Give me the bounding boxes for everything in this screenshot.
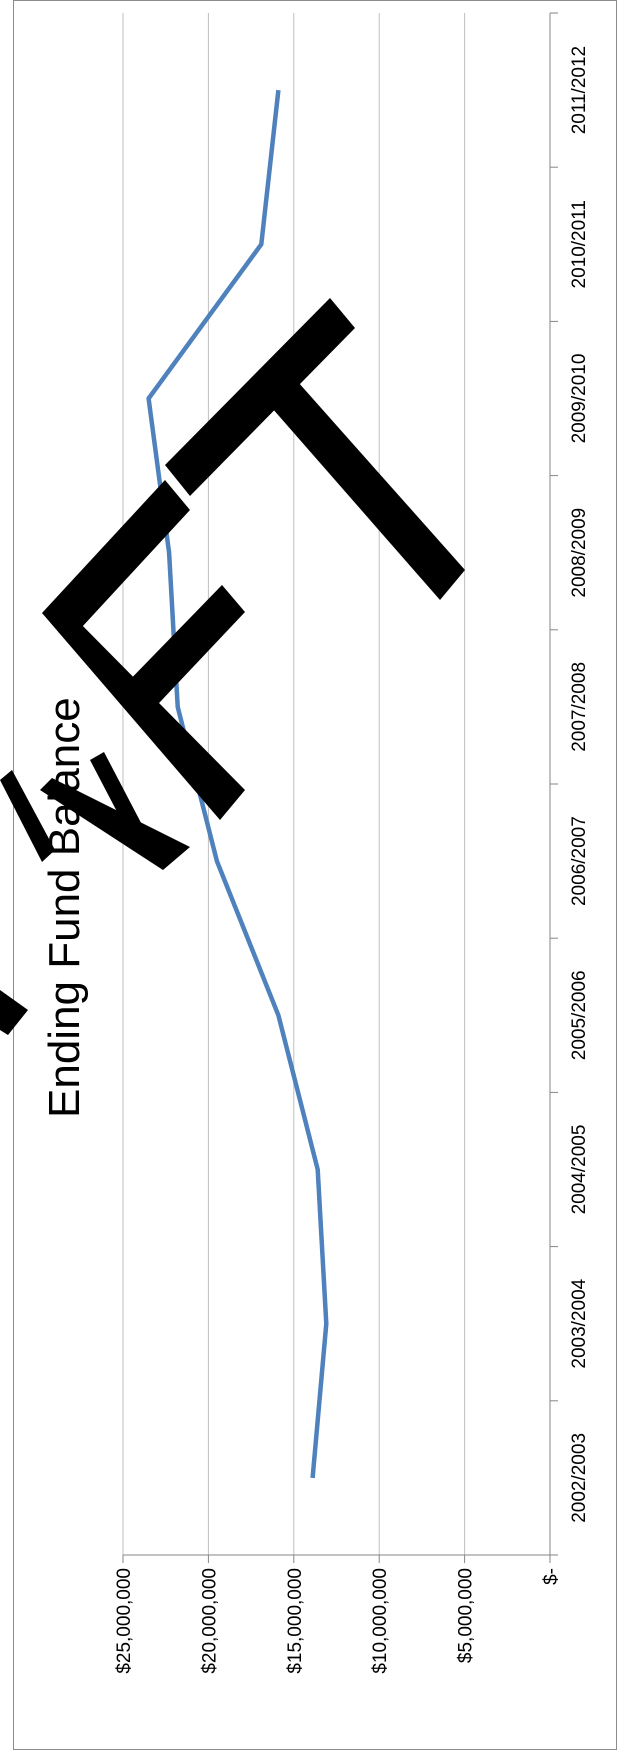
value-tick-label: $- [541, 1568, 562, 1585]
category-tick-label: 2007/2008 [569, 662, 590, 752]
category-tick-label: 2003/2004 [569, 1278, 590, 1368]
value-tick-label: $10,000,000 [370, 1568, 391, 1674]
label-layer: $- $5,000,000 $10,000,000 $15,000,000 $20,00… [114, 46, 590, 1674]
watermark-letter-r [0, 770, 55, 862]
category-tick-label: 2002/2003 [569, 1433, 590, 1523]
grid-layer [122, 13, 466, 1555]
category-tick-label: 2010/2011 [569, 200, 590, 288]
axis-layer [122, 12, 558, 1563]
category-tick-label: 2006/2007 [569, 816, 590, 906]
watermark-letter-t-stem [265, 373, 465, 600]
watermark-letter-t-top [165, 298, 355, 496]
watermark-letter-a-bar [90, 752, 150, 848]
watermark-letter-f-mid [120, 585, 245, 720]
value-tick-label: $5,000,000 [456, 1568, 477, 1663]
title-layer: Ending Fund Balance [40, 697, 89, 1118]
chart-frame [13, 0, 617, 1750]
watermark-letter-d [0, 990, 28, 1035]
category-tick-label: 2011/2012 [569, 46, 590, 134]
watermark-letter-f-top [42, 480, 190, 640]
value-tick-label: $20,000,000 [199, 1568, 220, 1674]
draft-watermark [0, 298, 465, 1035]
category-tick-label: 2009/2010 [569, 354, 590, 444]
category-tick-label: 2008/2009 [569, 508, 590, 598]
category-tick-label: 2005/2006 [569, 970, 590, 1060]
chart-title: Ending Fund Balance [40, 697, 89, 1118]
category-tick-label: 2004/2005 [569, 1125, 590, 1215]
watermark-letter-a [40, 778, 190, 870]
value-tick-label: $25,000,000 [114, 1568, 135, 1674]
value-tick-label: $15,000,000 [285, 1568, 306, 1674]
